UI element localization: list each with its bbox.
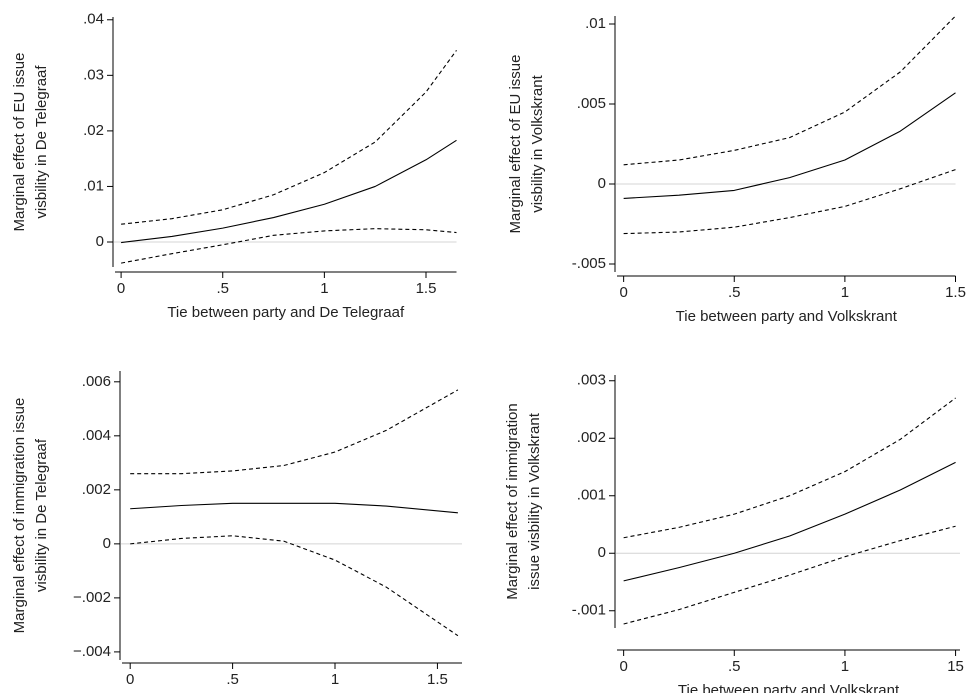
- y-tick-label: .002: [577, 429, 606, 446]
- y-tick-label: 0: [96, 233, 104, 250]
- y-tick-label: −.004: [73, 643, 111, 660]
- y-tick-label: 0: [103, 535, 111, 552]
- y-tick-label: .01: [83, 177, 104, 194]
- ci-line: [121, 50, 457, 225]
- y-tick-label: .004: [82, 427, 111, 444]
- y-tick-label: .03: [83, 66, 104, 83]
- y-axis-label: visbility in Volkskrant: [529, 74, 546, 212]
- x-tick-label: 0: [619, 284, 627, 301]
- ci-line: [623, 525, 956, 625]
- y-tick-label: −.002: [73, 589, 111, 606]
- x-axis-label: Tie between party and De Telegraaf: [167, 304, 405, 321]
- y-axis-label: Marginal effect of EU issue: [507, 55, 524, 234]
- y-tick-label: .02: [83, 122, 104, 139]
- x-tick-label: 1: [841, 284, 849, 301]
- y-axis-label: Marginal effect of immigration: [504, 403, 521, 599]
- x-tick-label: .5: [226, 671, 239, 688]
- ci-line: [623, 15, 956, 166]
- ci-line: [130, 389, 459, 475]
- ci-line: [130, 535, 459, 637]
- x-tick-label: .5: [728, 284, 741, 301]
- x-tick-label: 1: [331, 671, 339, 688]
- estimate-line: [121, 139, 457, 244]
- y-tick-label: 0: [598, 175, 606, 192]
- y-tick-label: 0: [598, 544, 606, 561]
- x-tick-label: 1: [841, 658, 849, 675]
- x-tick-label: 1: [320, 280, 328, 297]
- y-axis-label: visbility in De Telegraaf: [33, 65, 50, 219]
- y-tick-label: .01: [585, 15, 606, 32]
- y-axis-label: Marginal effect of EU issue: [11, 53, 28, 232]
- estimate-line: [130, 502, 458, 514]
- x-tick-label: .5: [728, 658, 741, 675]
- x-tick-label: 1.5: [416, 280, 437, 297]
- x-axis-label: Tie between party and Volkskrant: [676, 308, 898, 325]
- y-tick-label: -.001: [572, 602, 606, 619]
- x-tick-label: .5: [216, 280, 229, 297]
- x-tick-label: 0: [619, 658, 627, 675]
- estimate-line: [623, 461, 956, 582]
- y-tick-label: .005: [577, 95, 606, 112]
- y-tick-label: .04: [83, 11, 104, 28]
- ci-line: [120, 228, 457, 264]
- panel: -.005 0 .005 .01 0 .5 1 1.5 Tie between party an…: [507, 15, 966, 325]
- ci-line: [623, 397, 956, 539]
- ci-line: [623, 169, 956, 235]
- panel: 0 .01 .02 .03 .04 0 .5 1 1.5 Tie between party an…: [11, 11, 457, 321]
- x-tick-label: 0: [117, 280, 125, 297]
- y-axis-label: issue visbility in Volkskrant: [526, 412, 543, 590]
- x-tick-label: 1.5: [427, 671, 448, 688]
- y-tick-label: -.005: [572, 255, 606, 272]
- y-tick-label: .002: [82, 481, 111, 498]
- x-axis-label: Tie between party and Volkskrant: [678, 682, 900, 693]
- y-tick-label: .001: [577, 487, 606, 504]
- x-tick-label: 15: [947, 658, 964, 675]
- x-tick-label: 1.5: [945, 284, 966, 301]
- y-tick-label: .003: [577, 372, 606, 389]
- panel: -.001 0 .001 .002 .003 0 .5 1 15 Tie between part…: [504, 372, 964, 693]
- y-axis-label: visbility in De Telegraaf: [33, 438, 50, 592]
- y-tick-label: .006: [82, 373, 111, 390]
- estimate-line: [623, 92, 956, 199]
- y-axis-label: Marginal effect of immigration issue: [11, 398, 28, 634]
- x-tick-label: 0: [126, 671, 134, 688]
